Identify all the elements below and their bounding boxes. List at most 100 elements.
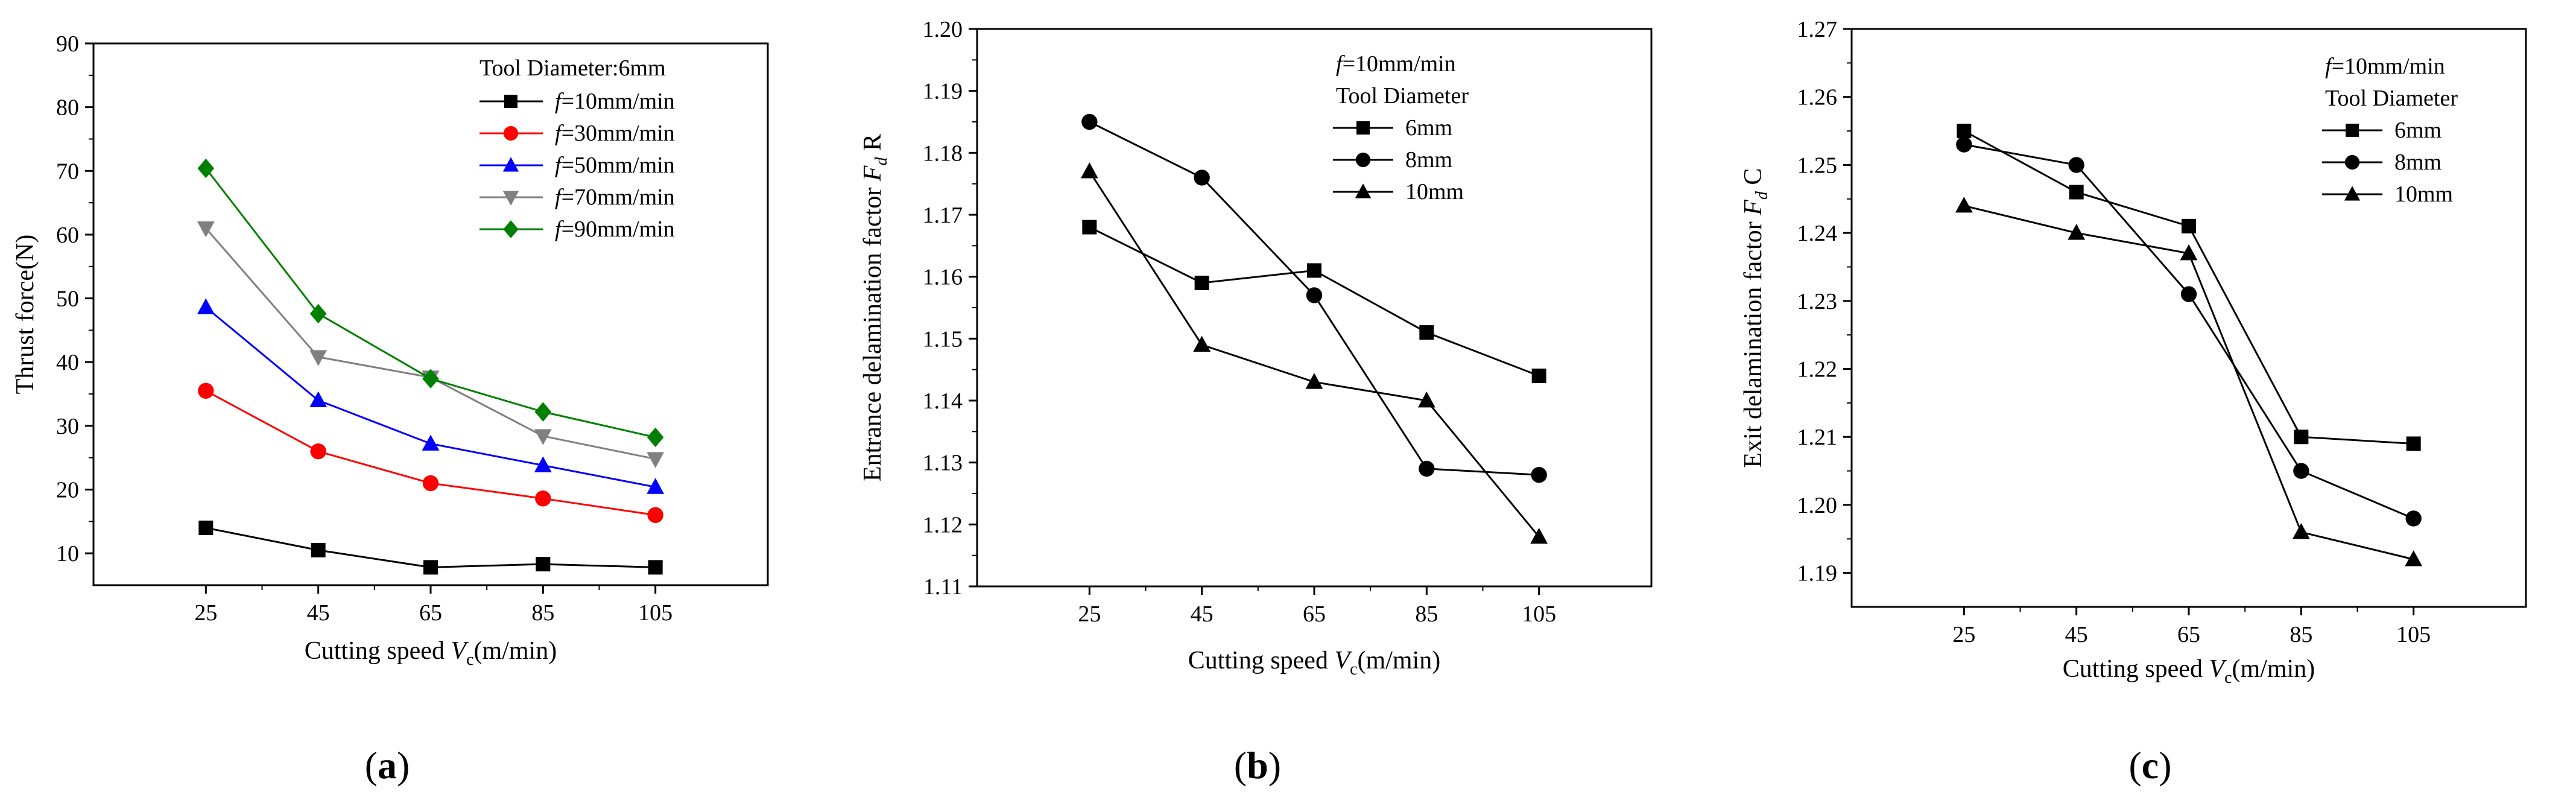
- y-tick-label: 70: [56, 159, 79, 184]
- series-line-f=50mm/min: [205, 306, 656, 488]
- y-axis-label: Thrust force(N): [11, 235, 39, 395]
- data-point: [1082, 220, 1097, 235]
- legend-entry: 6mm: [1405, 115, 1452, 141]
- data-point: [2406, 436, 2421, 451]
- data-point: [1417, 392, 1435, 408]
- legend-entry: f=10mm/min: [555, 89, 675, 114]
- x-tick-label: 85: [531, 600, 554, 626]
- x-tick-label: 25: [1952, 622, 1975, 647]
- data-point: [1305, 373, 1323, 389]
- legend-marker: [503, 125, 519, 141]
- legend: f=10mm/min Tool Diameter 6mm 8mm 10mm: [1333, 51, 1469, 205]
- panel-label: (c): [2128, 744, 2171, 787]
- x-tick-label: 105: [638, 600, 672, 626]
- y-axis-label: Exit delamination factor Fd C: [1739, 168, 1771, 468]
- data-point: [647, 478, 665, 494]
- data-point: [311, 542, 326, 557]
- series-line-f=30mm/min: [205, 390, 656, 516]
- y-tick-label: 50: [56, 287, 79, 312]
- x-tick-label: 25: [1078, 601, 1101, 627]
- y-tick-label: 40: [56, 350, 79, 375]
- legend-marker: [1356, 121, 1370, 135]
- legend-entry: 8mm: [1405, 147, 1452, 173]
- data-point: [647, 507, 663, 523]
- legend-entry: f=70mm/min: [555, 185, 675, 210]
- y-tick-label: 1.15: [923, 326, 963, 352]
- data-point: [309, 350, 328, 366]
- legend-entry: f=30mm/min: [555, 121, 675, 146]
- legend-marker: [1355, 183, 1372, 198]
- data-point: [1307, 263, 1321, 278]
- legend: Tool Diameter:6mm f=10mm/min f=30mm/min f=5…: [479, 56, 675, 242]
- legend-marker: [2346, 124, 2359, 137]
- legend-marker: [503, 220, 519, 238]
- x-tick-label: 65: [1303, 601, 1326, 627]
- legend-subtitle: Tool Diameter: [2325, 86, 2458, 111]
- data-point: [1080, 162, 1098, 179]
- data-point: [1081, 113, 1098, 130]
- data-point: [1306, 287, 1323, 303]
- data-point: [422, 434, 440, 451]
- data-point: [534, 456, 552, 472]
- data-point: [198, 382, 214, 399]
- x-tick-label: 25: [194, 600, 217, 626]
- data-point: [647, 427, 664, 448]
- y-tick-label: 1.22: [1797, 357, 1838, 382]
- data-point: [535, 490, 551, 507]
- y-tick-label: 60: [56, 223, 79, 248]
- data-point: [2068, 157, 2084, 173]
- y-tick-label: 1.16: [923, 265, 963, 290]
- y-tick-label: 1.12: [923, 512, 963, 538]
- chart-panel-c: 25 45 65 85 105 1.19 1.20 1.21 1.22 1.23 1.24 1.25 1…: [1739, 17, 2527, 787]
- data-point: [2292, 523, 2310, 539]
- y-tick-label: 80: [56, 95, 79, 121]
- y-tick-label: 1.21: [1797, 425, 1838, 450]
- legend-marker: [504, 95, 517, 108]
- data-point: [1955, 197, 1973, 213]
- legend-marker: [2344, 186, 2361, 201]
- y-tick-label: 20: [56, 478, 79, 503]
- data-point: [1419, 460, 1435, 477]
- data-point: [1957, 124, 1972, 139]
- legend-entry: 8mm: [2394, 150, 2442, 175]
- y-tick-label: 1.20: [923, 17, 963, 42]
- series-line-10mm: [1089, 171, 1540, 538]
- legend-marker: [502, 157, 519, 172]
- legend-entry: 10mm: [1405, 179, 1464, 205]
- y-tick-label: 1.26: [1797, 85, 1838, 110]
- data-point: [534, 429, 552, 445]
- panel-label: (b): [1234, 744, 1281, 787]
- series-line-f=70mm/min: [205, 227, 656, 460]
- y-tick-label: 1.20: [1797, 493, 1838, 518]
- data-point: [1194, 275, 1209, 290]
- x-tick-label: 45: [2065, 622, 2088, 647]
- x-tick-label: 45: [307, 600, 330, 626]
- legend-marker: [1355, 152, 1371, 168]
- data-point: [2293, 463, 2309, 479]
- x-axis-label: Cutting speed Vc(m/min): [2063, 655, 2315, 687]
- data-point: [197, 221, 215, 238]
- y-tick-label: 1.27: [1797, 17, 1838, 42]
- legend-marker: [2344, 154, 2360, 170]
- legend-marker: [502, 191, 519, 206]
- legend-entry: f=50mm/min: [555, 153, 675, 178]
- y-tick-label: 1.13: [923, 451, 963, 476]
- series-line-8mm: [1964, 144, 2414, 519]
- x-tick-label: 85: [2290, 622, 2312, 647]
- data-point: [197, 158, 215, 179]
- data-point: [648, 560, 663, 575]
- data-point: [423, 560, 438, 575]
- y-tick-label: 1.14: [923, 389, 963, 414]
- panel-label: (a): [365, 744, 410, 787]
- x-tick-label: 85: [1415, 601, 1438, 627]
- legend: f=10mm/min Tool Diameter 6mm 8mm 10mm: [2322, 54, 2458, 207]
- data-point: [309, 303, 327, 324]
- legend-title: f=10mm/min: [2325, 54, 2445, 79]
- data-point: [1531, 368, 1546, 383]
- plot-frame: [976, 28, 1653, 588]
- data-point: [198, 520, 214, 535]
- x-tick-label: 105: [1522, 601, 1556, 627]
- y-tick-label: 1.11: [923, 574, 963, 600]
- data-point: [2068, 224, 2086, 240]
- data-point: [647, 452, 665, 468]
